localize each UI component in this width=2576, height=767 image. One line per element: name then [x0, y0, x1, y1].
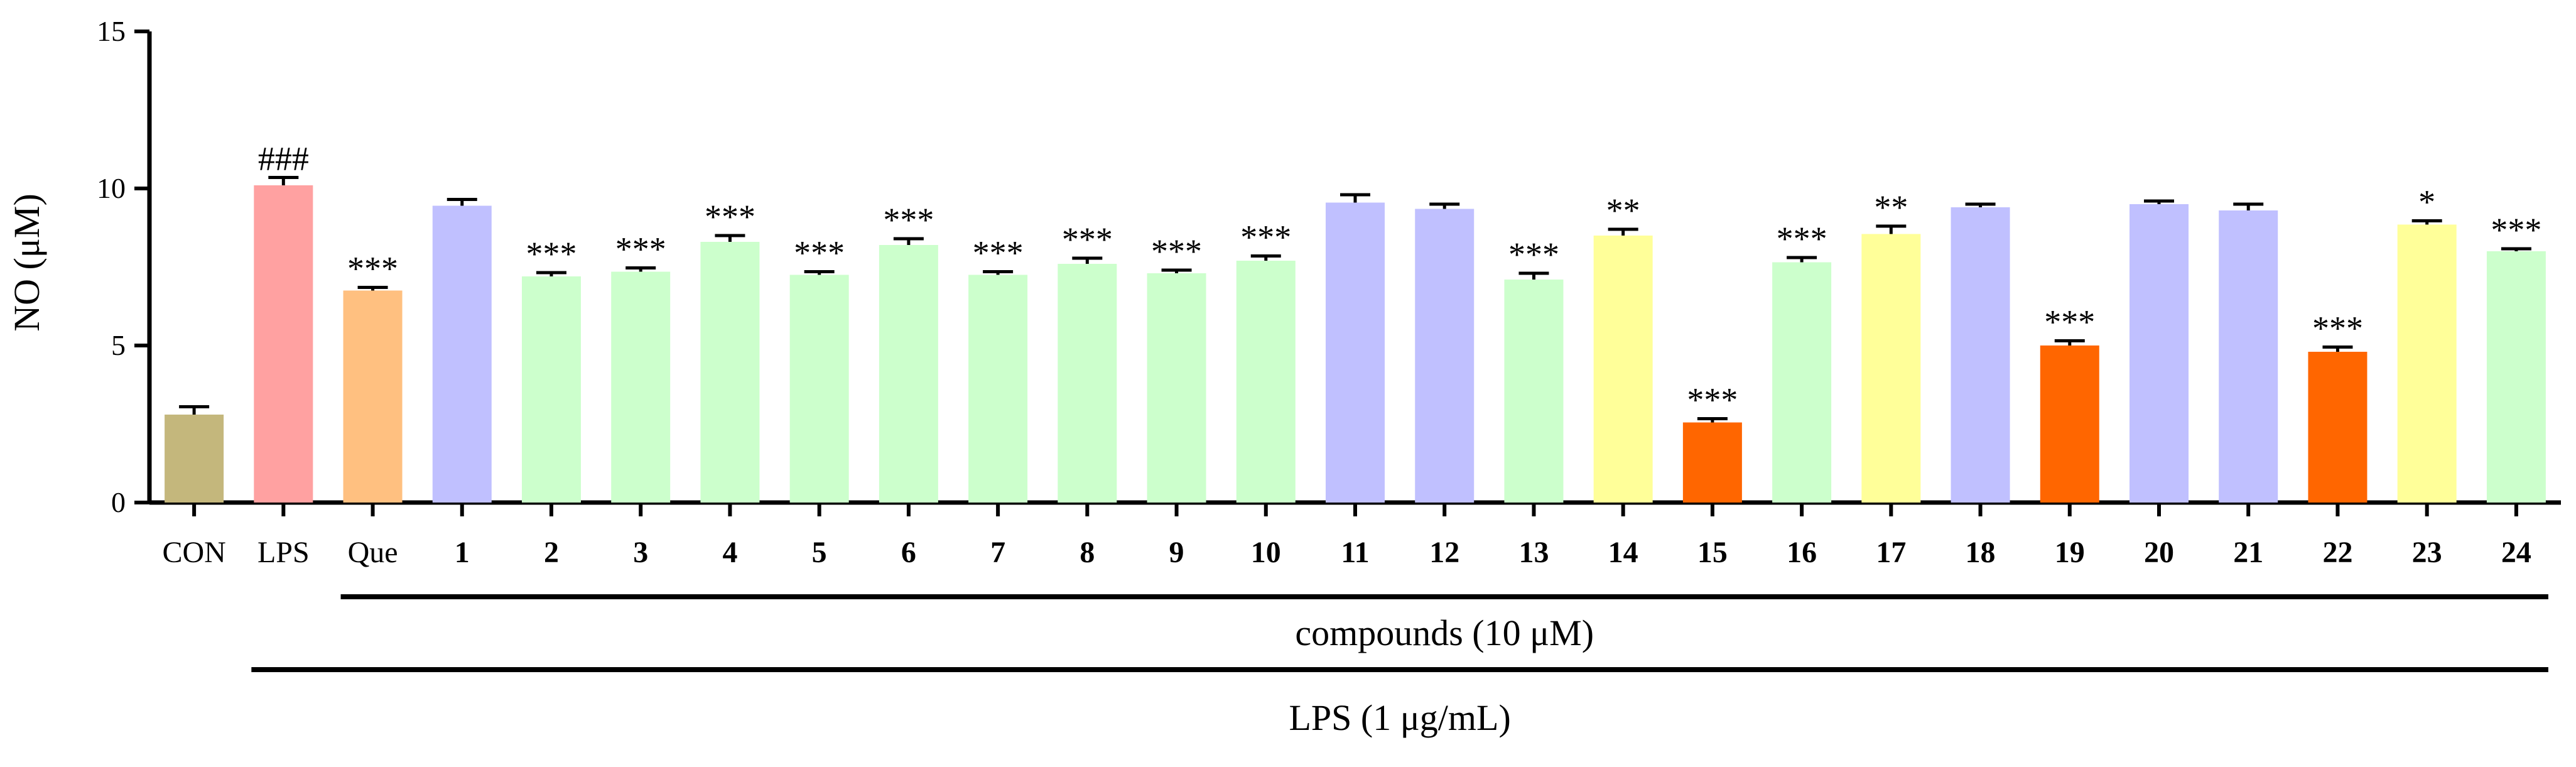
y-axis-title: NO (μM): [6, 193, 47, 332]
bar-7: [968, 275, 1028, 503]
category-label: 24: [2501, 536, 2531, 569]
bar-21: [2219, 210, 2278, 503]
bar-13: [1504, 280, 1564, 503]
category-label: Que: [348, 536, 398, 569]
significance-label: ###: [258, 140, 309, 178]
bar-22: [2308, 352, 2368, 503]
significance-label: ***: [973, 234, 1024, 272]
significance-label: ***: [705, 198, 755, 236]
bar-23: [2397, 224, 2457, 503]
significance-label: ***: [1508, 236, 1559, 273]
bar-24: [2486, 251, 2546, 503]
lps-label: LPS (1 μg/mL): [1289, 697, 1510, 738]
significance-label: ***: [615, 231, 666, 268]
category-label: 20: [2144, 536, 2174, 569]
category-labels: CON LPS Que 1 2 3 4 5 6 7 8 9 10 11 12 13 14 15 16 17 18 19 20…: [162, 536, 2531, 569]
bar-2: [522, 276, 581, 503]
y-tick-label: 0: [111, 486, 126, 518]
category-label: 1: [455, 536, 470, 569]
bar-20: [2130, 204, 2189, 503]
significance-label: ***: [1777, 220, 1827, 258]
category-label: 8: [1080, 536, 1095, 569]
category-label: 10: [1251, 536, 1281, 569]
category-label: 7: [990, 536, 1005, 569]
group-brackets: compounds (10 μM) LPS (1 μg/mL): [251, 594, 2548, 738]
category-label: 16: [1787, 536, 1817, 569]
bar-9: [1147, 273, 1206, 503]
bar-17: [1861, 234, 1921, 503]
bars: ###*** *** *************** *** *** *** *******…: [165, 140, 2546, 503]
significance-label: ***: [347, 250, 398, 288]
bar-Que: [343, 290, 403, 503]
bar-LPS: [254, 185, 313, 503]
bar-10: [1236, 261, 1296, 503]
bar-18: [1951, 207, 2010, 503]
category-label: 3: [633, 536, 648, 569]
category-label: 14: [1608, 536, 1638, 569]
significance-label: ***: [2312, 310, 2363, 347]
bar-1: [432, 205, 492, 503]
category-label: 19: [2055, 536, 2085, 569]
significance-label: ***: [794, 234, 845, 272]
category-label: 15: [1697, 536, 1728, 569]
bar-16: [1772, 262, 1832, 503]
category-label: 6: [901, 536, 916, 569]
category-label: 17: [1876, 536, 1906, 569]
significance-label: ***: [1240, 219, 1291, 256]
category-label: 22: [2322, 536, 2352, 569]
category-label: 12: [1429, 536, 1459, 569]
bar-15: [1682, 422, 1742, 503]
category-label: 4: [722, 536, 737, 569]
significance-label: *: [2418, 183, 2435, 221]
significance-label: ***: [1687, 381, 1738, 419]
category-label: 21: [2233, 536, 2263, 569]
y-tick-label: 10: [97, 172, 126, 204]
category-label: 23: [2412, 536, 2442, 569]
significance-label: ***: [1062, 220, 1113, 258]
y-tick-label: 15: [97, 15, 126, 47]
bar-11: [1326, 202, 1385, 503]
bar-CON: [165, 415, 224, 503]
significance-label: ***: [2044, 303, 2095, 341]
bar-5: [789, 275, 849, 503]
category-label: 13: [1518, 536, 1549, 569]
bar-12: [1415, 209, 1475, 503]
category-label: 18: [1966, 536, 1996, 569]
bar-14: [1593, 236, 1653, 503]
bar-8: [1058, 264, 1117, 503]
significance-label: **: [1606, 192, 1640, 229]
bar-6: [879, 245, 938, 503]
significance-label: ***: [2491, 211, 2541, 249]
significance-label: ***: [883, 201, 934, 239]
significance-label: **: [1874, 188, 1908, 226]
compounds-label: compounds (10 μM): [1295, 612, 1594, 653]
category-label: LPS: [257, 536, 310, 569]
bar-3: [611, 271, 671, 503]
category-label: 2: [544, 536, 559, 569]
y-tick-label: 5: [111, 329, 126, 361]
category-label: CON: [162, 536, 225, 569]
category-label: 11: [1341, 536, 1369, 569]
category-label: 9: [1169, 536, 1184, 569]
significance-label: ***: [526, 235, 577, 273]
significance-label: ***: [1151, 232, 1202, 270]
bar-4: [700, 242, 760, 503]
category-label: 5: [812, 536, 827, 569]
bar-19: [2040, 345, 2099, 503]
